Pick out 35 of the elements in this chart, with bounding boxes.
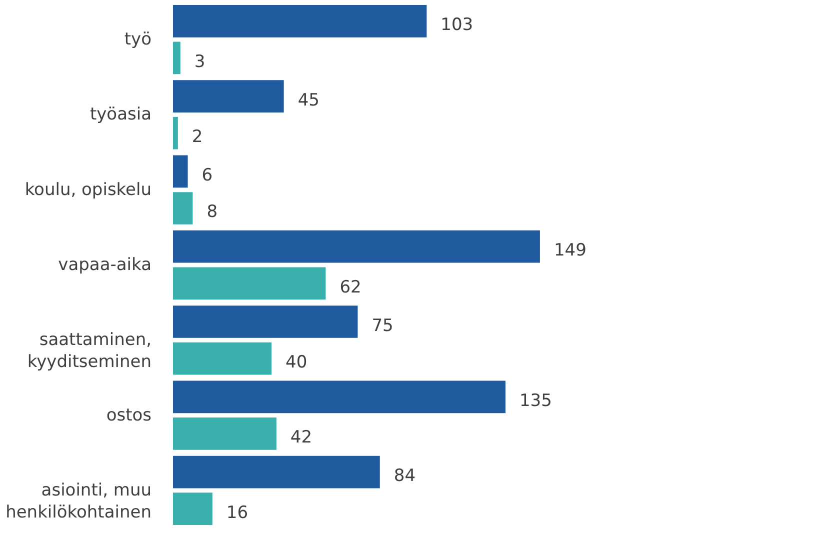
- bar: [173, 80, 284, 113]
- data-label: 16: [226, 502, 248, 523]
- data-label: 75: [372, 316, 394, 336]
- data-label: 103: [440, 15, 474, 36]
- y-tick-label: työasia: [90, 104, 152, 125]
- bar: [173, 5, 427, 38]
- y-tick-label: saattaminen, kyyditseminen: [27, 330, 152, 372]
- data-label: 84: [394, 466, 416, 486]
- data-label: 62: [340, 277, 362, 298]
- bar: [173, 116, 178, 150]
- data-label: 42: [290, 428, 312, 448]
- y-tick-label: vapaa-aika: [58, 255, 152, 275]
- bar: [173, 492, 212, 525]
- y-tick-label: työ: [124, 30, 152, 50]
- bar: [173, 380, 506, 414]
- data-label: 6: [202, 165, 213, 186]
- y-tick-label: asiointi, muu henkilökohtainen: [6, 480, 152, 522]
- bar: [173, 306, 358, 338]
- data-label: 40: [286, 352, 308, 373]
- data-label: 135: [519, 390, 552, 411]
- data-label: 45: [298, 90, 320, 110]
- y-tick-label: ostos: [106, 405, 152, 426]
- y-tick-label: koulu, opiskelu: [24, 180, 152, 200]
- data-label: 149: [554, 240, 586, 261]
- data-label: 2: [192, 127, 203, 148]
- bar: [173, 230, 540, 263]
- bar: [173, 342, 272, 375]
- bar: [173, 267, 326, 300]
- bar: [173, 417, 276, 450]
- bar: [173, 456, 380, 488]
- bar: [173, 155, 188, 188]
- bar: [173, 192, 193, 224]
- bar: [173, 42, 180, 74]
- data-label: 3: [194, 52, 206, 72]
- data-label: 8: [206, 202, 218, 222]
